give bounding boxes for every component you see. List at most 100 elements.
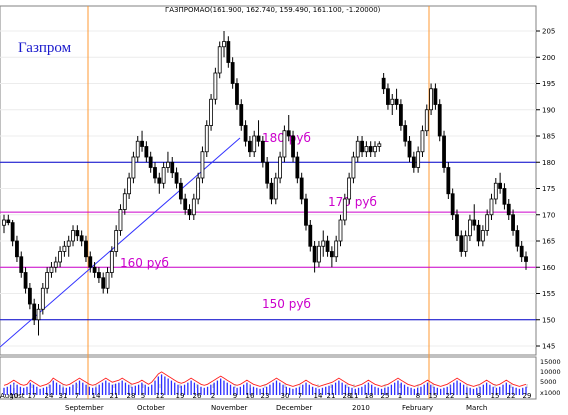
level-label: 180 руб — [262, 131, 311, 145]
candle-body — [122, 193, 127, 210]
x-tick-label: 23 — [261, 392, 270, 400]
candle-body — [286, 130, 291, 137]
candle-body — [230, 62, 235, 84]
y-tick-label: 200 — [542, 54, 555, 62]
candle-body — [183, 198, 188, 210]
month-markers — [87, 6, 430, 399]
y-tick-label: 185 — [542, 133, 555, 141]
candle-body — [420, 130, 425, 153]
x-tick-label: 28 — [127, 392, 136, 400]
candle-body — [506, 203, 511, 216]
candle-body — [213, 72, 218, 100]
candle-body — [269, 182, 274, 200]
y-tick-label: 165 — [542, 238, 555, 246]
candle-body — [209, 98, 213, 126]
volume-tick-label: 10000 — [540, 368, 561, 376]
candle-body — [476, 224, 481, 242]
y-tick-label: 150 — [542, 316, 555, 324]
x-tick-label: 22 — [507, 392, 516, 400]
volume-bars — [3, 371, 527, 395]
candle-body — [101, 277, 106, 289]
x-tick-label: 11 — [350, 392, 359, 400]
level-label: 170 руб — [328, 195, 377, 209]
month-label: 2010 — [352, 404, 370, 412]
y-tick-label: 190 — [542, 106, 555, 114]
candle-body — [489, 198, 494, 216]
chart-header: ГАЗПРОМАО(161.900, 162.740, 159.490, 161… — [165, 6, 381, 14]
x-tick-label: 21 — [110, 392, 119, 400]
candle-body — [109, 251, 114, 273]
candle-body — [398, 104, 403, 126]
month-label: December — [276, 404, 312, 412]
candle-body — [390, 98, 395, 105]
candle-body — [278, 156, 282, 179]
y-tick-label: 205 — [542, 28, 555, 36]
candles — [2, 31, 528, 336]
x-tick-label: 14 — [92, 392, 101, 400]
candle-body — [239, 104, 244, 126]
x-tick-label: 10 — [10, 392, 19, 400]
candle-body — [196, 177, 201, 200]
candle-body — [45, 272, 50, 289]
candle-body — [92, 266, 97, 273]
candle-body — [403, 125, 408, 142]
candle-body — [140, 140, 144, 147]
month-label: September — [65, 404, 104, 412]
x-tick-label: 12 — [156, 392, 165, 400]
x-tick-label: 2 — [211, 392, 215, 400]
candle-body — [256, 135, 261, 142]
candle-body — [480, 230, 485, 242]
candle-body — [282, 130, 287, 158]
candle-body — [386, 88, 390, 105]
x-tick-label: 16 — [246, 392, 255, 400]
volume-tick-label: 15000 — [540, 358, 561, 366]
candle-body — [273, 177, 278, 200]
x-tick-label: 8 — [416, 392, 420, 400]
candle-body — [58, 251, 62, 263]
y-tick-label: 195 — [542, 80, 555, 88]
x-tick-label: 25 — [381, 392, 390, 400]
candle-body — [351, 156, 356, 179]
candle-body — [170, 161, 175, 174]
candle-body — [105, 272, 110, 289]
x-tick-label: 1 — [398, 392, 402, 400]
x-tick-label: 30 — [281, 392, 290, 400]
candle-body — [377, 143, 382, 147]
candle-body — [2, 219, 6, 226]
y-tick-label: 170 — [542, 211, 555, 219]
candle-body — [317, 245, 321, 263]
level-label: 150 руб — [262, 297, 311, 311]
candle-body — [411, 156, 416, 168]
y-tick-label: 180 — [542, 159, 555, 167]
x-tick-label: 19 — [176, 392, 185, 400]
candle-body — [204, 125, 209, 153]
x-tick-label: 24 — [45, 392, 54, 400]
candle-body — [166, 161, 170, 168]
candle-body — [455, 214, 459, 237]
candle-body — [260, 140, 265, 163]
candle-body — [226, 41, 231, 63]
candle-body — [381, 77, 386, 90]
candle-body — [200, 151, 205, 179]
candle-body — [321, 240, 326, 247]
candle-body — [364, 146, 369, 153]
candle-body — [416, 151, 421, 168]
candle-body — [84, 240, 88, 258]
candle-body — [429, 88, 433, 111]
candle-body — [174, 172, 179, 184]
candle-body — [19, 256, 24, 273]
candle-body — [295, 156, 300, 179]
candle-body — [459, 235, 464, 252]
candle-body — [368, 146, 373, 153]
candle-body — [394, 98, 399, 105]
candle-body — [424, 109, 429, 132]
x-tick-label: 28 — [343, 392, 352, 400]
candle-body — [144, 146, 149, 158]
month-label: October — [137, 404, 165, 412]
candle-body — [15, 240, 19, 258]
candle-body — [355, 140, 360, 158]
candle-body — [178, 182, 183, 200]
candle-body — [235, 83, 239, 105]
